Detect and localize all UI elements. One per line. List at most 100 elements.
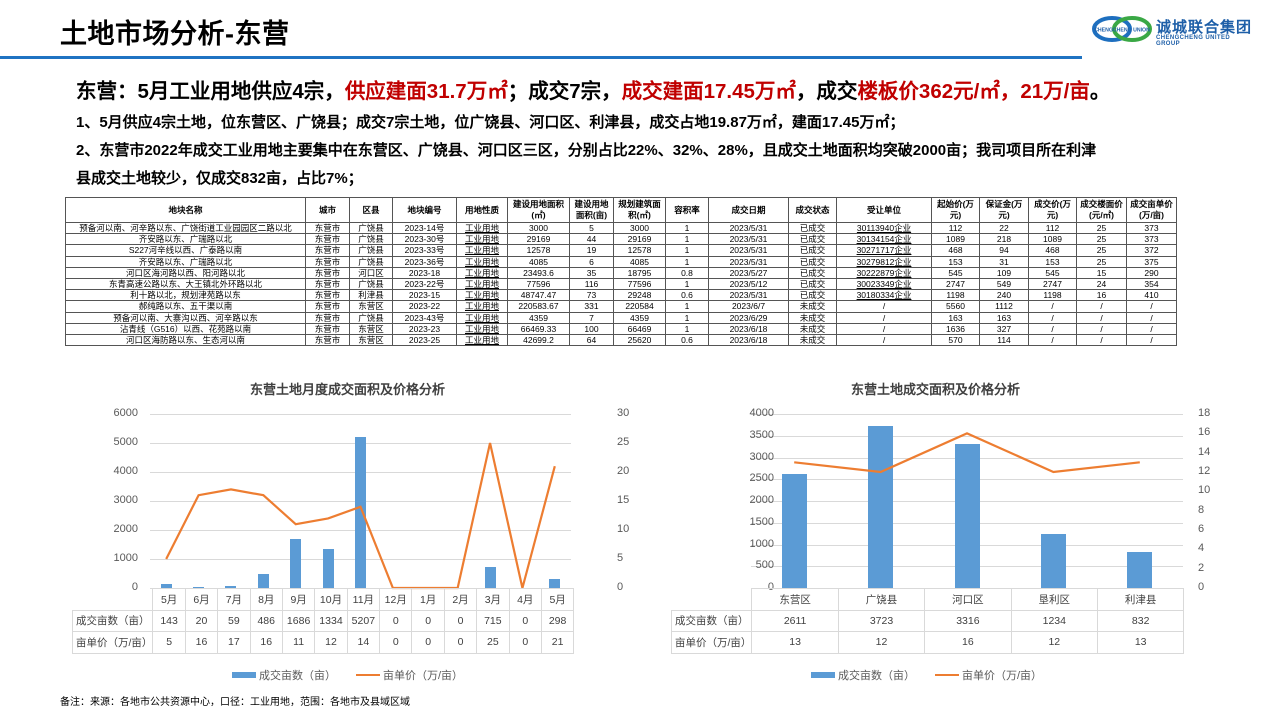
- table-cell: /: [836, 333, 932, 347]
- svg-text:CHENGCHENG UNION: CHENGCHENG UNION: [1094, 28, 1150, 34]
- y-axis-left-tick: 3000: [749, 450, 774, 463]
- district-chart-title: 东营土地成交面积及价格分析: [851, 382, 1021, 397]
- col-header: 区县: [349, 197, 393, 223]
- y-axis-left-tick: 3000: [113, 494, 138, 506]
- data-cell: 17: [217, 631, 251, 654]
- y-axis-right-tick: 10: [617, 523, 630, 535]
- table-cell: 工业用地: [456, 333, 508, 347]
- data-cell: 143: [152, 609, 186, 632]
- col-header: 成交日期: [708, 197, 789, 223]
- table-cell: 290: [1126, 266, 1177, 279]
- y-axis-left-tick: 1500: [749, 515, 774, 528]
- table-cell: 372: [1126, 244, 1177, 257]
- y-axis-left-tick: 2500: [749, 472, 774, 485]
- table-row: 预备河以南、大寨沟以西、河辛路以东 东营市 广饶县 2023-43号 工业用地 4359 7…: [65, 311, 1177, 324]
- data-cell: 5207: [346, 609, 381, 632]
- data-cell: 12: [1010, 631, 1098, 654]
- data-cell: 5: [152, 631, 186, 654]
- table-cell: 2023/6/18: [708, 333, 789, 347]
- bar: [1040, 534, 1066, 588]
- y-axis-left-tick: 2000: [113, 523, 138, 535]
- table-cell: 东营区: [349, 333, 393, 347]
- table-cell: 570: [931, 333, 980, 347]
- table-row: 齐安路以东、广瑞路以北 东营市 广饶县 2023-30号 工业用地 29169 44 2916…: [65, 233, 1177, 246]
- table-cell: 3000: [613, 221, 666, 235]
- summary-point-1: 1、5月供应4宗土地，位东营区、广饶县；成交7宗土地，位广饶县、河口区、利津县，…: [76, 114, 905, 131]
- chart-data-table: 东营区 广饶县 河口区 垦利区 利津县 成交亩数（亩） 2611 3723 3316 1234 83…: [670, 588, 1185, 654]
- bar: [193, 587, 205, 588]
- land-transactions-table: 地块名称 城市 区县 地块编号 用地性质 建设用地面积(㎡) 建设用地面积(亩)…: [65, 197, 1177, 347]
- table-row: S227河辛线以西、广泰路以南 东营市 广饶县 2023-33号 工业用地 12578 19…: [65, 244, 1177, 257]
- monthly-chart-legend: 成交亩数（亩） 亩单价（万/亩）: [232, 667, 463, 683]
- table-cell: 19: [569, 244, 614, 257]
- table-row: 预备河以南、河辛路以东、广饶街道工业园园区二路以北 东营市 广饶县 2023-14号工…: [65, 221, 1177, 235]
- table-cell: 2023-25: [392, 333, 457, 347]
- chart-data-table: 5月 6月 7月 8月 9月 10月 11月 12月 1月 2月 3月 4月 5月 成交亩数（亩） 143 2…: [71, 588, 575, 654]
- data-cell: 14: [346, 631, 381, 654]
- bar: [954, 443, 980, 588]
- y-axis-left-tick: 0: [767, 581, 774, 593]
- monthly-chart-title: 东营土地月度成交面积及价格分析: [250, 382, 446, 397]
- data-cell: 486: [249, 609, 283, 632]
- data-cell: 3316: [924, 609, 1012, 632]
- logo-english-name: CHENGCHENG UNITED GROUP: [1156, 35, 1231, 47]
- table-row: 河口区海河路以西、阳河路以北 东营市 河口区 2023-18 工业用地 23493.6 35…: [65, 266, 1177, 279]
- page-title: 土地市场分析-东营: [60, 19, 290, 49]
- data-cell: 832: [1096, 609, 1185, 632]
- table-cell: 114: [979, 333, 1029, 347]
- y-axis-left-tick: 3500: [749, 428, 774, 441]
- summary-point-2: 2、东营市2022年成交工业用地主要集中在东营区、广饶县、河口区三区，分别占比2…: [76, 142, 1097, 159]
- price-row: 亩单价（万/亩） 13 12 16 12 13: [670, 631, 1185, 654]
- category-row: 东营区 广饶县 河口区 垦利区 利津县: [671, 588, 1185, 611]
- bar: [290, 539, 302, 588]
- y-axis-left-tick: 5000: [113, 436, 138, 448]
- bar: [781, 474, 807, 588]
- y-axis-right-tick: 10: [1198, 484, 1211, 497]
- data-cell: 1234: [1010, 609, 1098, 632]
- table-cell: 东营市: [305, 233, 350, 246]
- bar: [549, 579, 561, 588]
- table-cell: 30113940企业: [836, 221, 932, 235]
- gridline: [751, 435, 1183, 437]
- company-logo: CHENGCHENG UNION 诚城联合集团 CHENGCHENG UNITE…: [1092, 14, 1253, 47]
- table-cell: 468: [1028, 244, 1077, 257]
- category-label: 垦利区: [1010, 588, 1098, 611]
- data-cell: 13: [751, 631, 839, 654]
- table-cell: 未成交: [788, 333, 837, 347]
- y-axis-right-tick: 0: [1198, 581, 1205, 593]
- table-cell: 2023-30号: [392, 233, 457, 246]
- summary-headline: 东营：5月工业用地供应4宗，供应建面31.7万㎡；成交7宗，成交建面17.45万…: [76, 80, 1111, 103]
- table-cell: 30134154企业: [836, 233, 932, 246]
- table-cell: 广饶县: [349, 244, 393, 257]
- y-axis-left-tick: 500: [755, 559, 774, 572]
- table-row: 齐安路以东、广瑞路以北 东营市 广饶县 2023-36号 工业用地 4085 6 4085 1 2…: [65, 255, 1177, 268]
- category-label: 广饶县: [837, 588, 926, 611]
- y-axis-right-tick: 16: [1198, 426, 1211, 439]
- y-axis-right-tick: 25: [617, 436, 630, 448]
- table-cell: 东营市: [305, 221, 350, 235]
- logo-chinese-name: 诚城联合集团: [1156, 19, 1253, 36]
- y-axis-right-tick: 8: [1198, 503, 1205, 516]
- table-cell: 2023/5/31: [708, 233, 789, 246]
- table-cell: 25: [1076, 221, 1127, 235]
- logo-rings-icon: CHENGCHENG UNION: [1092, 16, 1152, 42]
- table-cell: 373: [1126, 221, 1177, 235]
- data-cell: 298: [540, 609, 575, 632]
- bar-swatch-icon: [811, 672, 835, 678]
- bar: [225, 586, 237, 588]
- category-label: 河口区: [924, 588, 1012, 611]
- y-axis-right-tick: 14: [1198, 445, 1211, 458]
- y-axis-right-tick: 20: [617, 465, 630, 477]
- bar-swatch-icon: [232, 672, 256, 678]
- bar: [355, 436, 366, 588]
- table-cell: 373: [1126, 233, 1177, 246]
- y-axis-left-tick: 0: [131, 581, 138, 593]
- bar: [322, 549, 334, 588]
- line-swatch-icon: [356, 674, 380, 676]
- category-label: 利津县: [1096, 588, 1185, 611]
- y-axis-right-tick: 0: [617, 581, 624, 593]
- summary-point-2-cont: 县成交土地较少，仅成交832亩，占比7%；: [76, 170, 363, 187]
- table-row: 沾青线（G516）以西、花苑路以南 东营市 东营区 2023-23 工业用地 66469.…: [65, 322, 1177, 335]
